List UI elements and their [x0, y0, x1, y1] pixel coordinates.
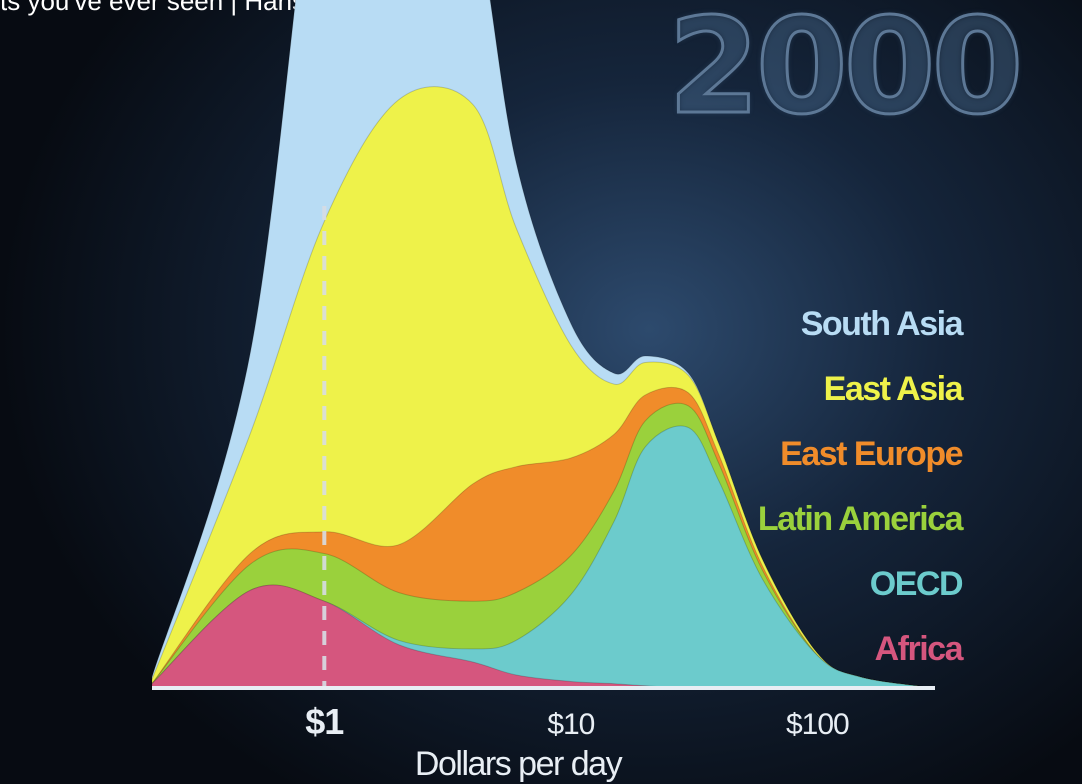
- legend-item-east-europe: East Europe: [780, 435, 963, 473]
- legend-item-east-asia: East Asia: [823, 370, 964, 408]
- legend-item-africa: Africa: [874, 630, 964, 668]
- axes: $1 $10 $100 Dollars per day: [152, 206, 935, 783]
- legend: South Asia East Asia East Europe Latin Amer…: [740, 292, 964, 682]
- stacked-areas: [151, 0, 936, 689]
- legend-item-south-asia: South Asia: [800, 305, 964, 343]
- x-axis-label: Dollars per day: [415, 745, 623, 783]
- year-label: 2000: [666, 0, 1024, 146]
- x-tick-label: $1: [305, 701, 344, 742]
- legend-item-oecd: OECD: [869, 565, 964, 603]
- x-tick-label: $100: [786, 708, 849, 741]
- x-tick-label: $10: [547, 708, 594, 741]
- legend-item-latin-america: Latin America: [757, 500, 964, 538]
